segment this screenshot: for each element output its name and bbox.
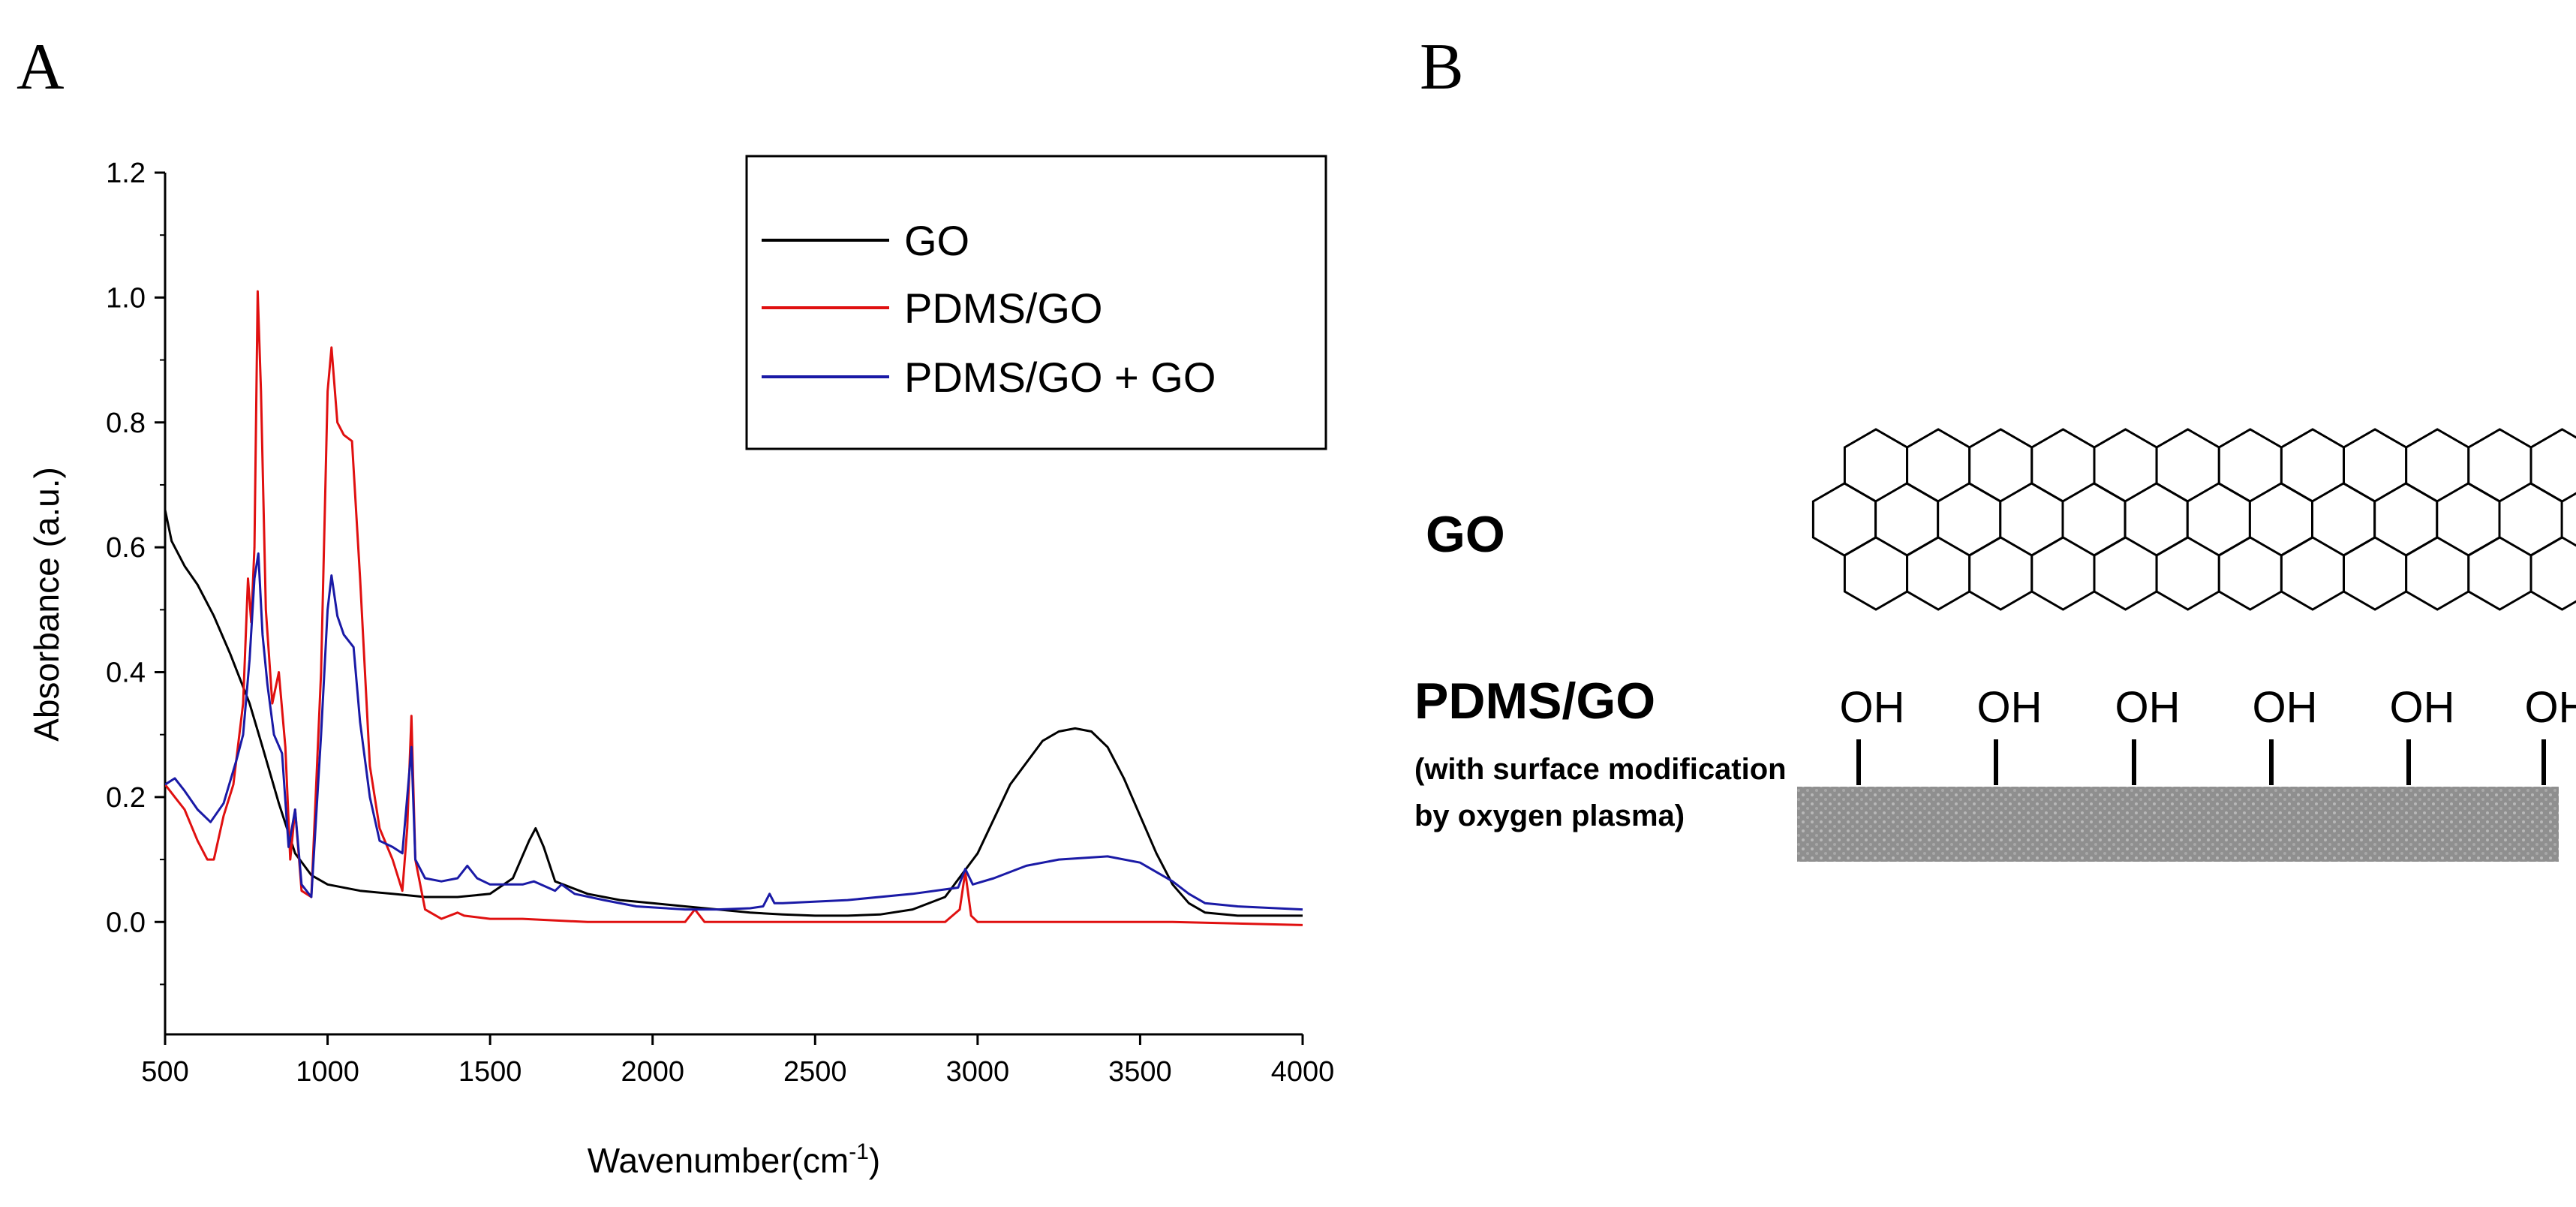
y-tick-label: 1.0 xyxy=(106,282,146,314)
series-pdms-go-plus-go xyxy=(165,552,1303,911)
ftir-chart: 0.0 0.2 0.4 0.6 0.8 1.0 1.2 500 1000 1500 2000 250… xyxy=(27,155,1334,1180)
oh-label: OH xyxy=(2115,683,2181,732)
y-tick-label: 0.2 xyxy=(106,782,146,814)
x-axis-title-tail: ) xyxy=(869,1141,880,1180)
y-axis-title: Absorbance (a.u.) xyxy=(27,467,66,742)
y-tick-label: 0.6 xyxy=(106,532,146,564)
x-tick-label: 500 xyxy=(141,1056,188,1088)
oh-groups: OH OH OH OH OH OH xyxy=(1840,683,2576,785)
x-tick-label: 1000 xyxy=(296,1056,359,1088)
oh-label: OH xyxy=(2525,683,2576,732)
legend: GO PDMS/GO PDMS/GO + GO xyxy=(745,155,1327,450)
oh-label: OH xyxy=(1977,683,2042,732)
pdms-note-line-2: by oxygen plasma) xyxy=(1414,799,1685,832)
x-axis-title: Wavenumber(cm-1) xyxy=(588,1139,881,1180)
go-pdms-schematic: GO PDMS/GO (with surface modification by… xyxy=(1414,428,2576,862)
legend-label-go: GO xyxy=(904,217,969,264)
x-tick-label: 3000 xyxy=(946,1056,1010,1088)
series-pdms-go xyxy=(165,290,1303,926)
x-axis-title-main: Wavenumber(cm xyxy=(588,1141,849,1180)
legend-label-pdms-go-plus-go: PDMS/GO + GO xyxy=(904,354,1216,401)
pdms-go-label: PDMS/GO xyxy=(1414,673,1655,730)
pdms-note-line-1: (with surface modification xyxy=(1414,753,1787,786)
y-tick-label: 1.2 xyxy=(106,158,146,189)
series-lines xyxy=(165,290,1303,926)
panel-label-a: A xyxy=(17,31,65,104)
y-tick-label: 0.4 xyxy=(106,658,146,689)
oh-label: OH xyxy=(2390,683,2455,732)
panel-label-b: B xyxy=(1420,31,1464,104)
pdms-substrate xyxy=(1797,787,2559,862)
legend-label-pdms-go: PDMS/GO xyxy=(904,284,1102,332)
y-ticks: 0.0 0.2 0.4 0.6 0.8 1.0 1.2 xyxy=(106,158,165,986)
hexagon-cell xyxy=(2529,536,2576,611)
x-tick-label: 4000 xyxy=(1271,1056,1335,1088)
x-tick-label: 2000 xyxy=(621,1056,684,1088)
y-tick-label: 0.8 xyxy=(106,408,146,439)
go-label: GO xyxy=(1426,506,1505,563)
legend-box xyxy=(745,155,1327,450)
series-go xyxy=(165,509,1303,917)
oh-label: OH xyxy=(2253,683,2318,732)
y-tick-label: 0.0 xyxy=(106,907,146,938)
x-ticks: 500 1000 1500 2000 2500 3000 3500 4000 xyxy=(141,1034,1334,1088)
oh-label: OH xyxy=(1840,683,1905,732)
x-tick-label: 1500 xyxy=(458,1056,522,1088)
go-sheet-hexagons xyxy=(1811,428,2576,611)
x-tick-label: 3500 xyxy=(1108,1056,1172,1088)
x-tick-label: 2500 xyxy=(783,1056,847,1088)
x-axis-title-sup: -1 xyxy=(849,1139,869,1164)
